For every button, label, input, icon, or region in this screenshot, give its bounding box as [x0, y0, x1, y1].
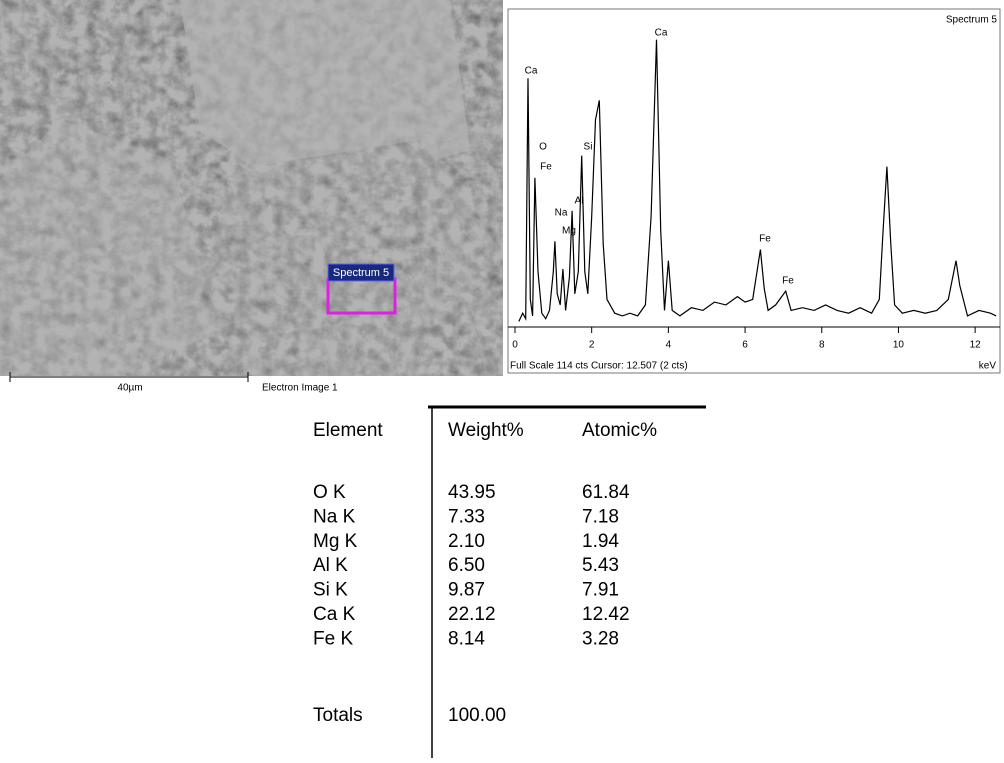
table-cell: Ca K	[313, 604, 356, 625]
results-table: Element Weight% Atomic% O K 43.95 61.84 Na K 7.…	[313, 405, 706, 758]
sem-image: Spectrum 5	[0, 0, 503, 376]
peak-label: Ca	[525, 66, 538, 77]
table-cell: Al K	[313, 555, 348, 576]
table-cell: 9.87	[448, 580, 485, 601]
spectrum: Spectrum 5 Full Scale 114 cts Cursor: 12…	[507, 8, 1001, 374]
header-cell: Weight%	[448, 420, 524, 441]
table-cell: 6.50	[448, 555, 485, 576]
spectrum-title: Spectrum 5	[946, 15, 998, 26]
peak-label: Na	[555, 208, 568, 219]
peak-label: Fe	[782, 276, 794, 287]
spectrum-footer: Full Scale 114 cts Cursor: 12.507 (2 cts…	[510, 361, 688, 372]
table-cell: 5.43	[582, 555, 619, 576]
table-cell: 43.95	[448, 482, 496, 503]
x-tick-label: 12	[970, 340, 982, 351]
peak-label: Mg	[562, 226, 576, 237]
table-cell: 7.91	[582, 580, 619, 601]
table-cell: 22.12	[448, 604, 496, 625]
table-cell: 2.10	[448, 531, 485, 552]
table-cell: Si K	[313, 580, 348, 601]
peak-label: O	[539, 142, 547, 153]
table-cell: Mg K	[313, 531, 358, 552]
x-tick-label: 8	[819, 340, 825, 351]
x-tick-label: 10	[893, 340, 905, 351]
table-cell: Na K	[313, 506, 356, 527]
totals-cell: Totals	[313, 705, 363, 726]
x-tick-label: 4	[666, 340, 672, 351]
x-tick-label: 6	[742, 340, 748, 351]
scale-bar: 40µm Electron Image 1	[9, 372, 338, 394]
header-cell: Atomic%	[582, 420, 657, 441]
spectrum-frame	[507, 8, 1001, 374]
table-cell: 7.33	[448, 506, 485, 527]
header-cell: Element	[313, 420, 383, 441]
x-unit: keV	[979, 361, 997, 372]
x-tick-label: 0	[512, 340, 518, 351]
totals-cell: 100.00	[448, 705, 506, 726]
table-cell: O K	[313, 482, 346, 503]
table-cell: 8.14	[448, 628, 485, 649]
scale-label: 40µm	[117, 383, 142, 394]
table-cell: 1.94	[582, 531, 619, 552]
peak-label: Fe	[540, 162, 552, 173]
table-cell: 3.28	[582, 628, 619, 649]
image-caption: Electron Image 1	[262, 383, 338, 394]
peak-label: Al	[575, 196, 584, 207]
table-cell: 7.18	[582, 506, 619, 527]
peak-label: Fe	[759, 234, 771, 245]
table-cell: 12.42	[582, 604, 630, 625]
peak-label: Si	[584, 142, 593, 153]
table-cell: 61.84	[582, 482, 630, 503]
table-cell: Fe K	[313, 628, 353, 649]
region-label: Spectrum 5	[333, 267, 389, 279]
x-tick-label: 2	[589, 340, 595, 351]
spectrum-trace	[518, 39, 997, 322]
peak-label: Ca	[655, 28, 668, 39]
